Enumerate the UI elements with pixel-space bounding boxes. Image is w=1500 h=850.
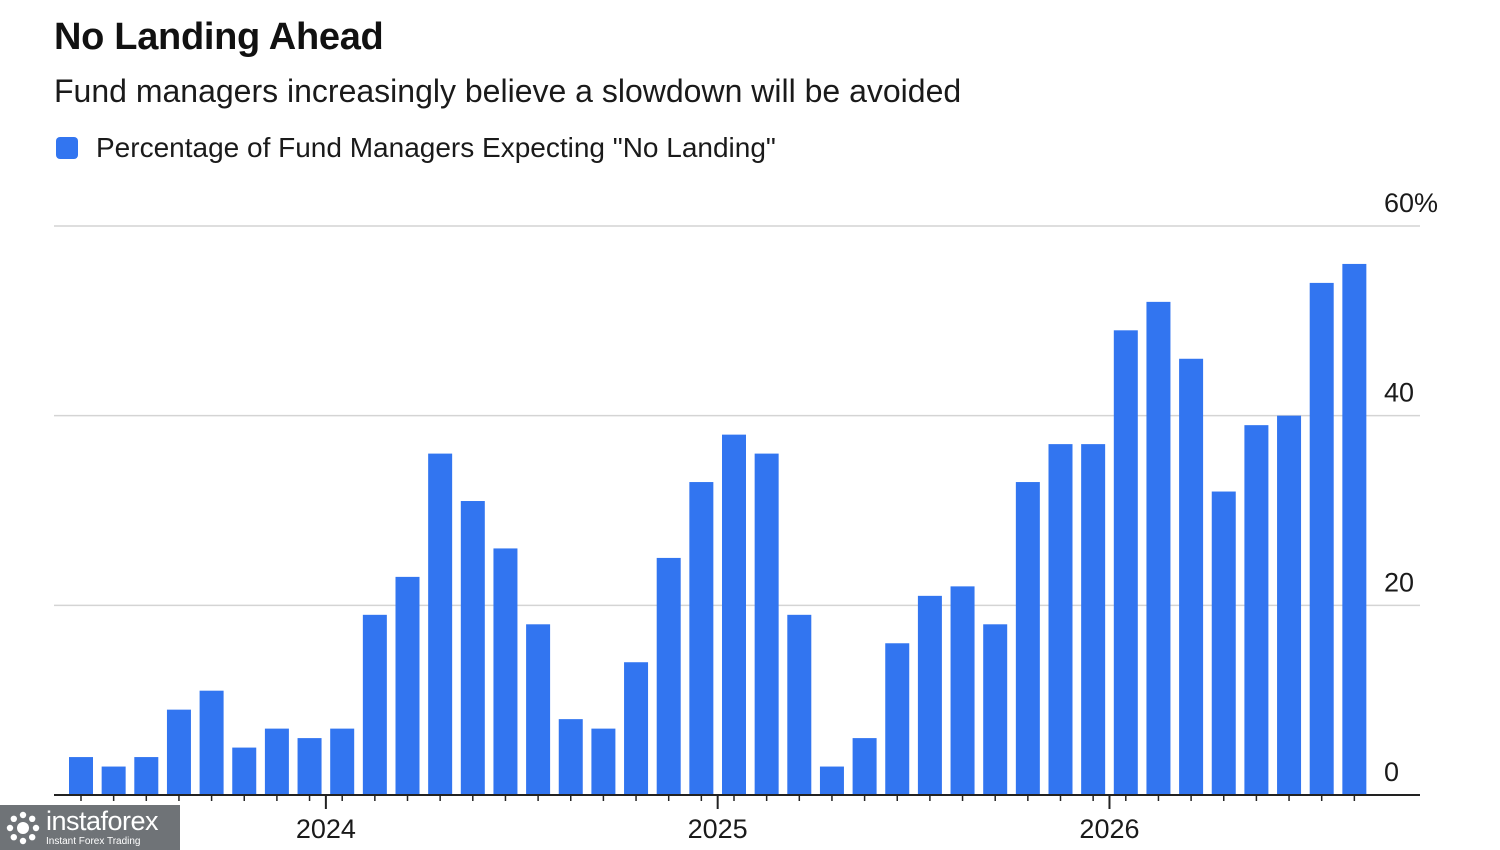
bar <box>166 709 191 795</box>
bar <box>950 586 975 795</box>
chart-title: No Landing Ahead <box>54 16 384 58</box>
bar <box>852 738 877 795</box>
bar <box>787 614 812 795</box>
watermark: instaforex Instant Forex Trading <box>0 805 180 850</box>
y-tick-label: 20 <box>1384 567 1414 597</box>
bar <box>395 576 420 795</box>
bar <box>656 557 681 795</box>
bar <box>264 728 289 795</box>
bar <box>526 624 551 795</box>
bar <box>297 738 322 795</box>
x-tick-label: 2025 <box>688 814 748 844</box>
y-tick-label: 60% <box>1384 188 1438 218</box>
bar <box>493 548 518 795</box>
y-tick-label: 0 <box>1384 757 1399 787</box>
bar <box>1211 491 1236 795</box>
bar <box>232 747 257 795</box>
legend-label: Percentage of Fund Managers Expecting "N… <box>96 132 776 163</box>
bar <box>1146 301 1171 795</box>
bar <box>1113 330 1138 795</box>
legend: Percentage of Fund Managers Expecting "N… <box>56 132 776 164</box>
bar <box>819 766 844 795</box>
bar <box>689 482 714 795</box>
bar <box>917 595 942 795</box>
bar <box>199 690 224 795</box>
axis-labels: 0 20 40 60% 2024 2025 2026 <box>296 188 1438 844</box>
bar <box>754 453 779 795</box>
chart-subtitle: Fund managers increasingly believe a slo… <box>54 73 962 109</box>
x-tick-label: 2024 <box>296 814 356 844</box>
instaforex-logo-icon <box>6 811 40 844</box>
y-tick-label: 40 <box>1384 378 1414 408</box>
x-axis <box>54 794 1420 809</box>
watermark-brand: instaforex <box>46 806 159 836</box>
bar <box>624 662 649 795</box>
bar <box>134 757 159 795</box>
bar <box>1048 444 1073 795</box>
bar <box>1244 425 1269 795</box>
bar <box>983 624 1008 795</box>
bar <box>885 643 910 795</box>
bar <box>1015 482 1040 795</box>
bar <box>101 766 126 795</box>
bar <box>362 614 387 795</box>
bar <box>1179 358 1204 795</box>
bar <box>558 719 583 795</box>
bar <box>69 757 93 795</box>
bar <box>1277 415 1302 795</box>
x-tick-label: 2026 <box>1079 814 1139 844</box>
bar <box>722 434 746 795</box>
watermark-tagline: Instant Forex Trading <box>46 836 141 847</box>
bar <box>330 728 355 795</box>
bar <box>428 453 453 795</box>
bar <box>591 728 616 795</box>
bar <box>1309 282 1334 795</box>
bar <box>1081 444 1106 795</box>
bars <box>69 263 1367 795</box>
legend-swatch <box>56 137 78 159</box>
bar <box>460 501 485 795</box>
bar <box>1342 263 1367 795</box>
